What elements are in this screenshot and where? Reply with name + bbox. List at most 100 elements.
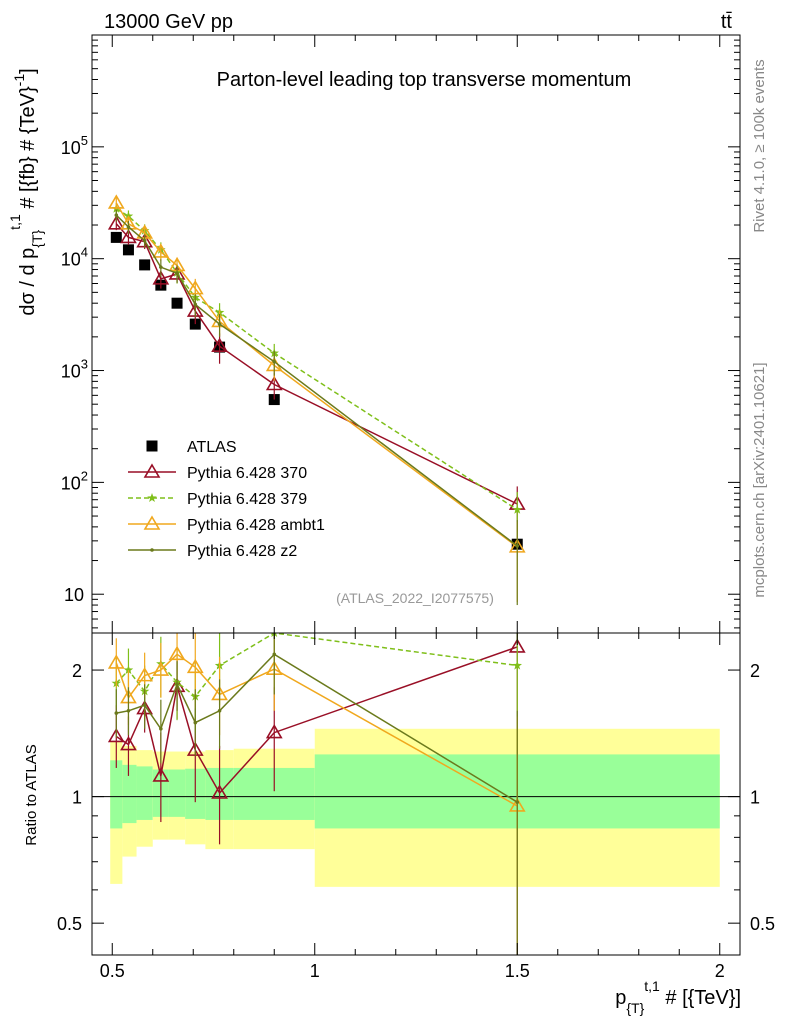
ratio-point [168, 645, 186, 661]
ratio-point [107, 727, 125, 743]
series-line [115, 208, 518, 511]
x-tick-label: 2 [715, 961, 725, 981]
legend-label: Pythia 6.428 379 [187, 491, 307, 508]
ratio-point [123, 665, 134, 675]
ratio-y-axis-label: Ratio to ATLAS [23, 744, 40, 845]
main-panel-axes: 10 102 103 104 105 [61, 34, 740, 633]
ratio-point [217, 708, 222, 713]
data-point [139, 259, 151, 271]
data-point [171, 297, 183, 309]
ratio-point [159, 726, 163, 731]
mc-point [107, 215, 125, 230]
y-tick-label: 10 [64, 585, 84, 605]
legend-marker [143, 463, 161, 478]
ratio-point [126, 708, 131, 713]
ratio-point [272, 652, 277, 657]
mc-point [152, 243, 170, 258]
ratio-point [193, 720, 198, 725]
ratio-point [152, 661, 170, 676]
chart-title: Parton-level leading top transverse mome… [217, 69, 632, 91]
mc-point [515, 544, 520, 548]
ratio-point [142, 703, 147, 707]
ratio-series-clip [107, 633, 526, 955]
legend-marker [146, 440, 158, 452]
collision-label: 13000 GeV pp [104, 11, 233, 33]
ratio-point [175, 682, 179, 687]
mc-point [512, 504, 522, 514]
mc-point [107, 194, 125, 209]
y-tick-label: 0.5 [57, 914, 82, 934]
y-tick-label: 104 [61, 245, 88, 270]
mc-point [152, 270, 170, 285]
stat-uncertainty-band [136, 766, 153, 820]
legend-entry: Pythia 6.428 z2 [128, 543, 297, 560]
y-tick-label: 2 [72, 661, 82, 681]
legend-label: Pythia 6.428 370 [187, 465, 307, 482]
mc-point [186, 280, 204, 295]
ratio-point [265, 723, 283, 739]
y-tick-label: 102 [61, 468, 88, 493]
svg-text:dσ / d p{T}t,1 # [{fb} # {TeV}: dσ / d p{T}t,1 # [{fb} # {TeV}-1] [7, 68, 45, 315]
legend-label: ATLAS [187, 439, 237, 456]
y-tick-label-right: 1 [750, 788, 760, 808]
y-tick-label: 105 [61, 133, 88, 158]
svg-text:p{T}t,1 # [{TeV}]: p{T}t,1 # [{TeV}] [615, 978, 741, 1016]
legend-entry: Pythia 6.428 379 [128, 491, 307, 508]
ratio-panel-series [107, 633, 526, 955]
legend-marker [150, 548, 154, 552]
x-tick-label: 0.5 [100, 961, 125, 981]
ratio-series-line [115, 633, 518, 698]
ratio-panel-axes: 0.5 1 1.5 2 0.5 0.5 1 1 2 2 [57, 633, 775, 981]
mc-point [114, 213, 119, 217]
mc-point [126, 225, 131, 229]
main-y-axis-label: dσ / d p{T}t,1 # [{fb} # {TeV}-1] [7, 68, 45, 315]
legend-marker [143, 515, 161, 530]
analysis-id-label: (ATLAS_2022_I2077575) [336, 590, 494, 606]
y-tick-label: 103 [61, 357, 88, 382]
y-tick-label: 1 [72, 788, 82, 808]
legend-entry: Pythia 6.428 370 [128, 463, 307, 482]
rivet-version-label: Rivet 4.1.0, ≥ 100k events [751, 59, 768, 232]
mc-point [159, 265, 163, 269]
ratio-point [512, 660, 522, 670]
x-tick-label: 1.5 [505, 961, 530, 981]
ratio-point [152, 767, 170, 782]
legend-marker [147, 493, 157, 502]
data-point [122, 244, 134, 256]
legend-entry: ATLAS [146, 439, 237, 456]
mc-point [217, 322, 222, 326]
stat-uncertainty-band [122, 764, 137, 824]
x-tick-label: 1 [310, 961, 320, 981]
y-tick-label-right: 0.5 [750, 914, 775, 934]
ratio-point [107, 654, 125, 669]
mc-point [142, 238, 147, 243]
legend-label: Pythia 6.428 z2 [187, 543, 297, 560]
main-panel-series [107, 194, 526, 606]
main-series-clip [107, 194, 526, 606]
mc-point [120, 228, 137, 244]
ratio-point [114, 711, 119, 715]
ratio-point [186, 658, 204, 674]
mcplots-label: mcplots.cern.ch [arXiv:2401.10621] [751, 362, 768, 597]
mc-point [211, 337, 228, 353]
ratio-point [120, 735, 137, 751]
data-point [110, 231, 122, 243]
mc-point [175, 271, 179, 276]
y-tick-label-right: 2 [750, 661, 760, 681]
series-line [115, 202, 518, 548]
ratio-point [136, 667, 154, 682]
ratio-point [515, 800, 520, 804]
ratio-panel-frame [91, 632, 741, 956]
x-axis-label: p{T}t,1 # [{TeV}] [615, 978, 741, 1016]
legend-entry: Pythia 6.428 ambt1 [128, 515, 325, 534]
process-label: tt̄ [721, 11, 733, 33]
stat-uncertainty-band [168, 769, 186, 817]
legend: ATLAS Pythia 6.428 370 Pythia 6.428 379 Pyt… [128, 439, 325, 560]
mc-point [193, 302, 198, 307]
mc-point [272, 359, 277, 364]
ratio-point [211, 784, 228, 799]
stat-uncertainty-band [110, 760, 123, 829]
mc-point [265, 375, 283, 391]
legend-label: Pythia 6.428 ambt1 [187, 517, 325, 534]
